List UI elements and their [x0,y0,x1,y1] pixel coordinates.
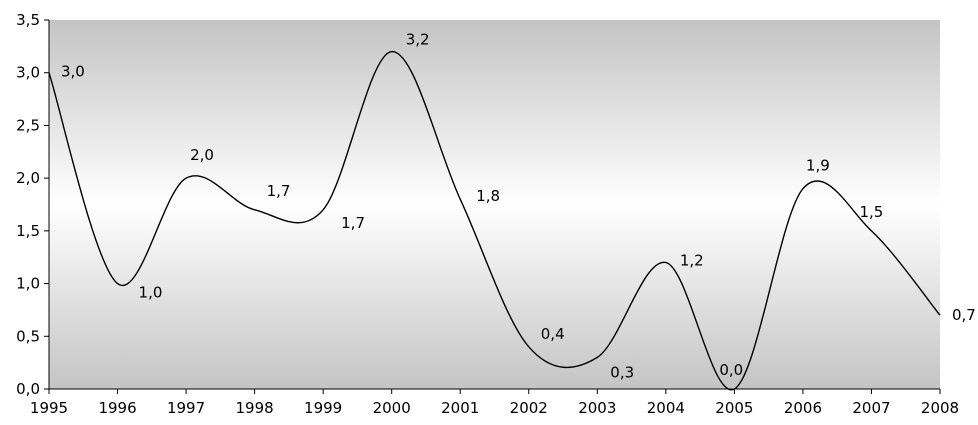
x-tick-label: 2000 [373,399,411,417]
x-tick-label: 2002 [510,399,548,417]
plot-background [49,20,940,389]
data-label: 1,0 [139,284,163,302]
x-tick-label: 2005 [715,399,753,417]
x-tick-label: 2003 [578,399,616,417]
y-tick-label: 0,0 [16,380,40,398]
x-axis: 1995 1996 1997 1998 1999 2000 2001 2002 2003 2004… [30,388,959,417]
y-tick-label: 1,0 [16,275,40,293]
data-label: 0,3 [610,363,634,381]
data-label: 1,2 [680,251,704,269]
data-label: 0,7 [952,306,976,324]
y-tick-label: 2,0 [16,169,40,187]
x-tick-label: 1998 [236,399,274,417]
y-tick-label: 1,5 [16,222,40,240]
data-label: 1,9 [806,157,830,175]
y-axis: 0,0 0,5 1,0 1,5 2,0 2,5 3,0 3,5 [16,11,50,398]
data-label: 0,4 [541,325,565,343]
x-tick-label: 1996 [98,399,136,417]
data-label: 1,7 [341,214,365,232]
data-label: 0,0 [719,361,743,379]
y-tick-label: 2,5 [16,116,40,134]
data-label: 1,7 [267,182,291,200]
x-tick-label: 1995 [30,399,68,417]
data-label: 1,5 [859,203,883,221]
y-tick-label: 3,0 [16,64,40,82]
y-tick-label: 0,5 [16,327,40,345]
x-tick-label: 2001 [441,399,479,417]
data-label: 1,8 [476,187,500,205]
series-line [48,50,941,391]
data-label: 2,0 [190,146,214,164]
x-tick-label: 2007 [852,399,890,417]
data-label: 3,2 [406,31,430,49]
x-tick-label: 2004 [647,399,685,417]
data-label: 3,0 [61,63,85,81]
x-tick-label: 2006 [784,399,822,417]
x-tick-label: 1999 [304,399,342,417]
y-tick-label: 3,5 [16,11,40,29]
x-tick-label: 1997 [167,399,205,417]
data-labels: 3,0 1,0 2,0 1,7 1,7 3,2 1,8 0,4 0,3 1,2 0,0 1,9 1,5 0… [61,31,976,382]
x-tick-label: 2008 [921,399,959,417]
